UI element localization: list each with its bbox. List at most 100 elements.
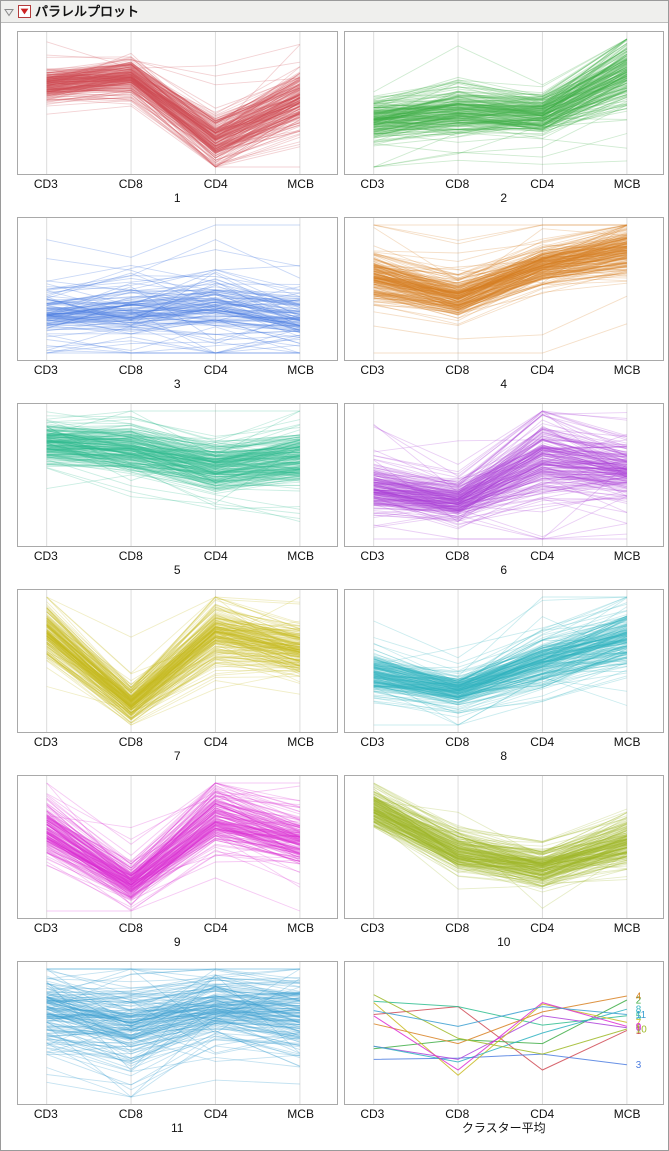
parallel-plot-panel: CD3 CD8 CD4 MCB 8 [343, 589, 665, 764]
axis-label: MCB [613, 363, 641, 377]
parallel-plot-svg [372, 404, 627, 546]
axis-label: CD8 [445, 735, 470, 749]
panel-label: 3 [173, 377, 181, 391]
parallel-plot-svg [46, 962, 301, 1104]
axis-label: CD3 [360, 1107, 385, 1121]
axis-label: MCB [613, 921, 641, 935]
axis-label: CD4 [203, 363, 228, 377]
panel-label: 2 [500, 191, 508, 205]
axis-label: MCB [287, 177, 314, 191]
plot-area[interactable] [17, 31, 338, 175]
axis-label: CD8 [118, 921, 143, 935]
axis-labels-row: CD3 CD8 CD4 MCB [344, 175, 665, 191]
plot-area[interactable] [343, 589, 664, 733]
axis-label: CD3 [360, 735, 385, 749]
parallel-plot-svg [372, 32, 627, 174]
panel-label: 10 [497, 935, 511, 949]
plot-area[interactable] [17, 217, 338, 361]
parallel-plot-svg [46, 218, 301, 360]
axis-label: CD8 [445, 363, 470, 377]
red-triangle-menu-icon[interactable] [18, 5, 31, 18]
axis-label: CD3 [33, 549, 58, 563]
axis-labels-row: CD3 CD8 CD4 MCB [17, 919, 338, 935]
axis-label: CD4 [530, 921, 555, 935]
axis-labels-row: CD3 CD8 CD4 MCB [344, 733, 665, 749]
axis-label: CD4 [203, 549, 228, 563]
svg-text:10: 10 [635, 1024, 646, 1035]
panel-title: パラレルプロット [35, 3, 140, 19]
panel-label: 1 [173, 191, 181, 205]
axis-label: CD4 [203, 177, 228, 191]
svg-text:2: 2 [635, 995, 641, 1006]
axis-label: CD3 [33, 177, 58, 191]
parallel-plot-svg [372, 590, 627, 732]
panel-label: 9 [173, 935, 181, 949]
panel-label: 11 [171, 1121, 184, 1135]
axis-label: MCB [287, 363, 314, 377]
panel-label: 7 [173, 749, 181, 763]
plot-area[interactable]: 1 2 3 4 5 6 7 8 9 10 11 [343, 961, 664, 1105]
axis-labels-row: CD3 CD8 CD4 MCB [17, 733, 338, 749]
axis-label: CD4 [203, 921, 228, 935]
plot-area[interactable] [17, 775, 338, 919]
axis-labels-row: CD3 CD8 CD4 MCB [344, 361, 665, 377]
plot-area[interactable] [17, 961, 338, 1105]
axis-label: CD8 [445, 177, 470, 191]
panel-label: 4 [500, 377, 508, 391]
axis-label: CD3 [360, 363, 385, 377]
axis-label: CD3 [33, 921, 58, 935]
axis-labels-row: CD3 CD8 CD4 MCB [17, 175, 338, 191]
svg-text:9: 9 [635, 1022, 641, 1033]
axis-label: CD8 [118, 177, 143, 191]
axis-labels-row: CD3 CD8 CD4 MCB [344, 547, 665, 563]
svg-text:3: 3 [635, 1060, 641, 1071]
axis-label: MCB [613, 549, 641, 563]
axis-label: MCB [287, 1107, 314, 1121]
panel-label: クラスター平均 [461, 1121, 546, 1135]
plot-area[interactable] [343, 403, 664, 547]
parallel-plot-panel: CD3 CD8 CD4 MCB 6 [343, 403, 665, 578]
axis-label: CD8 [445, 1107, 470, 1121]
svg-text:1: 1 [635, 1026, 641, 1037]
panel-label: 8 [500, 749, 508, 763]
parallel-plot-panel: CD3 CD8 CD4 MCB 1 [17, 31, 338, 206]
plot-area[interactable] [17, 403, 338, 547]
parallel-plot-panel: CD3 CD8 CD4 MCB 5 [17, 403, 338, 578]
axis-labels-row: CD3 CD8 CD4 MCB [344, 919, 665, 935]
axis-label: CD4 [203, 735, 228, 749]
svg-text:8: 8 [635, 1005, 641, 1016]
parallel-plot-panel: 1 2 3 4 5 6 7 8 9 10 11 CD3 CD8 CD4 MCB クラスター平均 [343, 961, 664, 1136]
axis-label: CD3 [33, 363, 58, 377]
parallel-plot-svg: 1 2 3 4 567 8 910 11 [372, 962, 647, 1104]
svg-text:5: 5 [635, 1011, 641, 1022]
axis-label: CD3 [33, 1107, 58, 1121]
axis-label: CD8 [118, 735, 143, 749]
axis-label: CD3 [33, 735, 58, 749]
axis-labels-row: CD3 CD8 CD4 MCB [17, 361, 338, 377]
axis-label: MCB [613, 735, 641, 749]
axis-label: MCB [613, 177, 641, 191]
parallel-plot-panel: CD3 CD8 CD4 MCB 11 [17, 961, 338, 1136]
parallel-plot-panel: CD3 CD8 CD4 MCB 3 [17, 217, 338, 392]
plot-area[interactable] [343, 775, 664, 919]
axis-label: CD3 [360, 549, 385, 563]
disclosure-triangle-icon[interactable] [4, 7, 14, 17]
axis-label: CD4 [530, 177, 555, 191]
plot-area[interactable] [343, 31, 664, 175]
axis-labels-row: CD3 CD8 CD4 MCB [17, 547, 338, 563]
parallel-plot-panel: CD3 CD8 CD4 MCB 10 [343, 775, 665, 950]
svg-text:4: 4 [635, 991, 641, 1002]
axis-labels-row: CD3 CD8 CD4 MCB [17, 1105, 338, 1121]
axis-label: CD4 [530, 735, 555, 749]
axis-label: CD4 [530, 549, 555, 563]
plot-area[interactable] [17, 589, 338, 733]
plot-area[interactable] [343, 217, 664, 361]
parallel-plot-svg [46, 776, 301, 918]
panel-label: 6 [500, 563, 508, 577]
axis-label: MCB [287, 549, 314, 563]
parallel-plot-svg [46, 32, 301, 174]
axis-label: MCB [287, 735, 314, 749]
svg-text:7: 7 [635, 1018, 641, 1029]
svg-text:11: 11 [635, 1010, 646, 1021]
